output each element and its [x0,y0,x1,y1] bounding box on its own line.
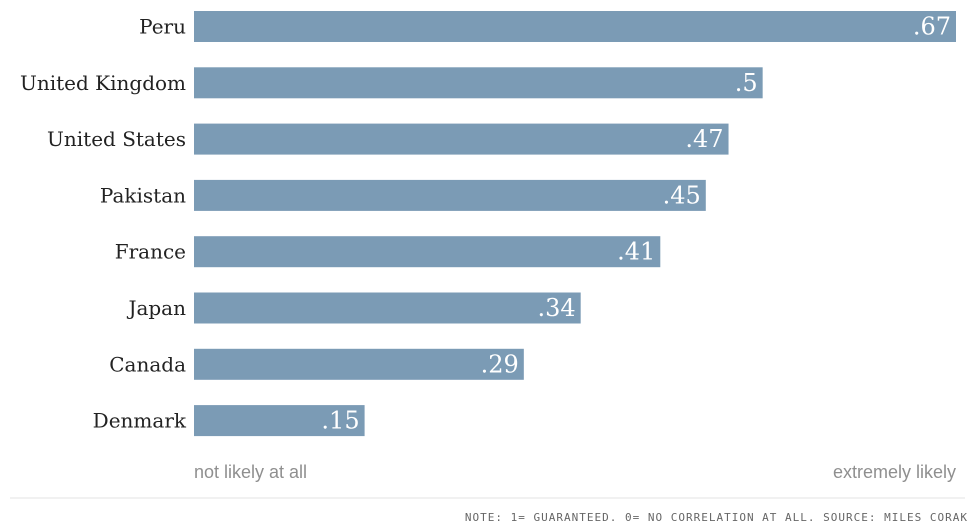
scale-max-label: extremely likely [833,462,956,482]
value-label-pakistan: .45 [663,181,701,209]
bar-denmark [194,405,365,437]
bar-canada [194,348,524,380]
value-label-france: .41 [617,238,655,266]
bar-france [194,236,661,268]
value-label-united-states: .47 [685,125,723,153]
source-note: NOTE: 1= GUARANTEED. 0= NO CORRELATION A… [465,511,968,524]
bar-united-kingdom [194,67,763,99]
category-label-pakistan: Pakistan [100,183,186,207]
category-label-france: France [115,240,186,264]
value-label-denmark: .15 [321,407,359,435]
value-label-peru: .67 [913,13,951,41]
value-label-japan: .34 [538,294,576,322]
bar-japan [194,292,581,324]
category-label-peru: Peru [139,15,186,39]
category-label-united-kingdom: United Kingdom [20,71,186,95]
category-label-canada: Canada [109,352,186,376]
value-label-canada: .29 [481,350,519,378]
category-label-united-states: United States [47,127,186,151]
category-label-denmark: Denmark [93,409,187,433]
bar-united-states [194,123,729,155]
category-label-japan: Japan [126,296,186,320]
bar-pakistan [194,179,706,211]
bar-peru [194,11,956,42]
bars-group: Peru .67 United Kingdom .5 United States .47 P… [20,11,956,437]
value-label-united-kingdom: .5 [735,69,758,97]
scale-min-label: not likely at all [194,462,307,482]
